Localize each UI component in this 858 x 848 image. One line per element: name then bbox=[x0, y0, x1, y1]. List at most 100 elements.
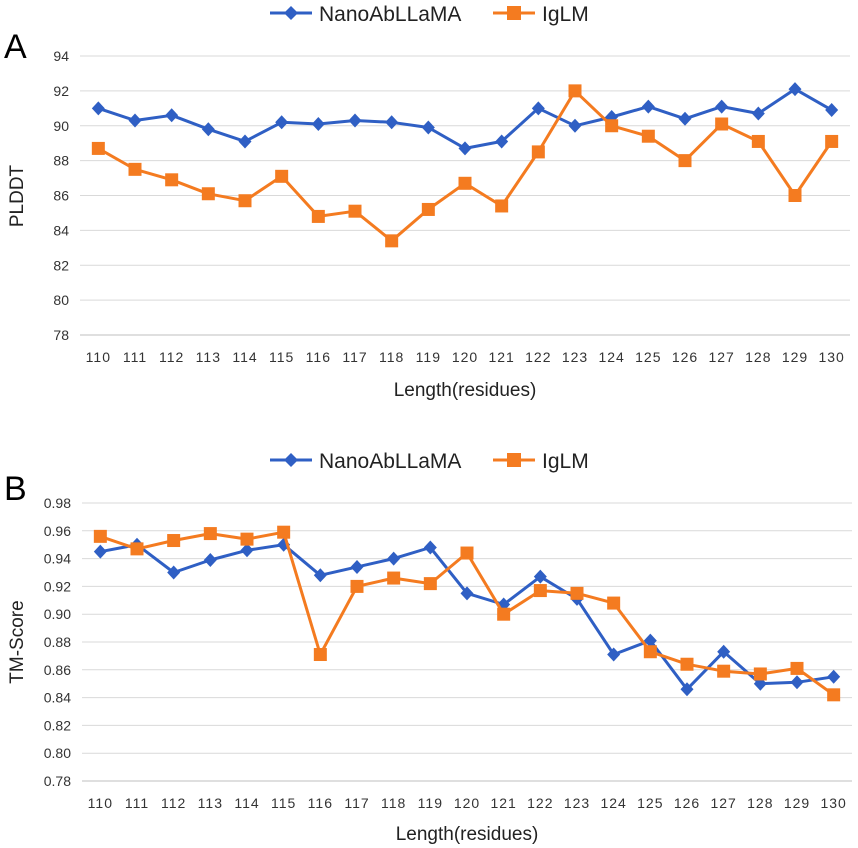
legend-b-nano-diamond bbox=[284, 453, 298, 467]
panel-a-point-iglm bbox=[91, 141, 105, 155]
legend-a-iglm-label: IgLM bbox=[542, 3, 589, 26]
panel-b-x-tick-label: 117 bbox=[344, 795, 369, 811]
panel-a-x-tick-label: 126 bbox=[672, 349, 698, 365]
panel-b-point-nanoabllama bbox=[680, 682, 694, 697]
panel-a-point-nanoabllama bbox=[385, 115, 399, 130]
legend-b-iglm-square bbox=[507, 453, 521, 467]
panel-b-point-iglm bbox=[533, 584, 547, 598]
panel-b-point-nanoabllama bbox=[533, 569, 547, 584]
panel-b-x-tick-label: 129 bbox=[784, 795, 810, 811]
panel-a-y-tick-label: 86 bbox=[53, 188, 69, 204]
panel-a-point-iglm bbox=[568, 84, 582, 98]
panel-b-y-tick-label: 0.86 bbox=[44, 662, 71, 678]
panel-a-point-nanoabllama bbox=[238, 134, 252, 149]
panel-b-y-tick-label: 0.90 bbox=[44, 606, 71, 622]
panel-b-x-tick-label: 128 bbox=[747, 795, 773, 811]
panel-b-point-iglm bbox=[313, 648, 327, 662]
panel-a-x-tick-label: 117 bbox=[342, 349, 367, 365]
panel-a-point-nanoabllama bbox=[128, 113, 142, 128]
panel-a-point-nanoabllama bbox=[825, 103, 839, 118]
panel-b-x-tick-label: 111 bbox=[125, 795, 149, 811]
panel-b-x-tick-label: 123 bbox=[564, 795, 590, 811]
panel-b-point-iglm bbox=[423, 577, 437, 591]
panel-a-point-nanoabllama bbox=[311, 117, 325, 132]
panel-a-y-tick-label: 90 bbox=[53, 118, 69, 134]
panel-b-x-tick-label: 115 bbox=[271, 795, 296, 811]
panel-b-point-nanoabllama bbox=[460, 586, 474, 601]
panel-a-x-tick-label: 112 bbox=[159, 349, 184, 365]
panel-b-y-tick-label: 0.78 bbox=[44, 773, 71, 789]
panel-b-y-tick-label: 0.98 bbox=[44, 495, 71, 511]
legend-b-iglm-label: IgLM bbox=[542, 450, 589, 473]
panel-b-point-nanoabllama bbox=[827, 669, 841, 684]
panel-a-y-axis-title: PLDDT bbox=[7, 164, 28, 227]
panel-b-point-iglm bbox=[350, 579, 364, 593]
panel-a-x-tick-label: 122 bbox=[525, 349, 551, 365]
panel-a-point-iglm bbox=[275, 169, 289, 183]
panel-b-point-iglm bbox=[790, 661, 804, 675]
panel-b-y-tick-label: 0.82 bbox=[44, 717, 71, 733]
panel-a-y-tick-label: 94 bbox=[53, 48, 69, 64]
panel-b-y-tick-label: 0.80 bbox=[44, 745, 71, 761]
panel-a-point-nanoabllama bbox=[715, 99, 729, 114]
panel-b-y-tick-label: 0.96 bbox=[44, 523, 71, 539]
panel-a-point-iglm bbox=[678, 154, 692, 168]
panel-b-x-tick-label: 114 bbox=[234, 795, 259, 811]
panel-a-x-tick-label: 130 bbox=[818, 349, 844, 365]
panel-a-point-nanoabllama bbox=[201, 122, 215, 137]
panel-b-point-nanoabllama bbox=[167, 565, 181, 580]
panel-a-x-tick-label: 129 bbox=[782, 349, 808, 365]
panel-b-point-nanoabllama bbox=[240, 543, 254, 558]
panel-b-point-nanoabllama bbox=[717, 644, 731, 659]
panel-a-x-tick-label: 111 bbox=[123, 349, 147, 365]
panel-b-point-iglm bbox=[203, 527, 217, 541]
panel-b-x-tick-label: 127 bbox=[710, 795, 736, 811]
legend-a-nano-diamond bbox=[284, 6, 298, 20]
panel-b-point-iglm bbox=[753, 667, 767, 681]
panel-a-x-tick-label: 120 bbox=[452, 349, 478, 365]
panel-b-x-tick-label: 113 bbox=[198, 795, 223, 811]
panel-b-x-tick-label: 122 bbox=[527, 795, 553, 811]
panel-b-x-tick-label: 112 bbox=[161, 795, 186, 811]
panel-b-point-iglm bbox=[240, 532, 254, 546]
panel-b-point-nanoabllama bbox=[93, 544, 107, 559]
panel-a-x-tick-label: 116 bbox=[306, 349, 331, 365]
panel-a-point-nanoabllama bbox=[275, 115, 289, 130]
legend-b-nano-label: NanoAbLLaMA bbox=[319, 450, 461, 473]
panel-a-x-tick-label: 121 bbox=[488, 349, 514, 365]
panel-b-x-tick-label: 126 bbox=[674, 795, 700, 811]
panel-a-point-nanoabllama bbox=[165, 108, 179, 123]
panel-b-x-axis-title: Length(residues) bbox=[396, 824, 539, 845]
panel-b-point-nanoabllama bbox=[607, 647, 621, 662]
panel-b-point-iglm bbox=[497, 607, 511, 621]
panel-b-legend: NanoAbLLaMA IgLM bbox=[270, 450, 589, 473]
panel-a-point-iglm bbox=[605, 119, 619, 133]
panel-b-y-tick-label: 0.88 bbox=[44, 634, 71, 650]
panel-b-point-iglm bbox=[387, 571, 401, 585]
panel-a-point-iglm bbox=[128, 162, 142, 176]
panel-b-point-iglm bbox=[680, 657, 694, 671]
panel-a-point-iglm bbox=[201, 187, 215, 201]
panel-a-y-tick-label: 82 bbox=[53, 257, 69, 273]
panel-b-point-nanoabllama bbox=[643, 633, 657, 648]
panel-b-letter: B bbox=[4, 470, 27, 508]
panel-a-point-iglm bbox=[531, 145, 545, 159]
panel-b-point-nanoabllama bbox=[790, 675, 804, 690]
panel-a-point-nanoabllama bbox=[751, 106, 765, 121]
panel-a-x-tick-label: 123 bbox=[562, 349, 588, 365]
panel-a-point-nanoabllama bbox=[495, 134, 509, 149]
panel-a-point-nanoabllama bbox=[788, 82, 802, 97]
panel-b-y-tick-label: 0.94 bbox=[44, 551, 71, 567]
panel-b-point-nanoabllama bbox=[387, 551, 401, 566]
panel-a-legend: NanoAbLLaMA IgLM bbox=[270, 3, 589, 26]
panel-b-point-iglm bbox=[607, 596, 621, 610]
panel-a-point-iglm bbox=[641, 129, 655, 143]
panel-b-point-iglm bbox=[460, 546, 474, 560]
panel-b-y-tick-label: 0.84 bbox=[44, 690, 71, 706]
panel-b-x-tick-label: 130 bbox=[820, 795, 846, 811]
legend-a-nano-label: NanoAbLLaMA bbox=[319, 3, 461, 26]
panel-b-point-nanoabllama bbox=[423, 540, 437, 555]
panel-a-x-tick-label: 128 bbox=[745, 349, 771, 365]
panel-a-x-tick-label: 110 bbox=[86, 349, 111, 365]
